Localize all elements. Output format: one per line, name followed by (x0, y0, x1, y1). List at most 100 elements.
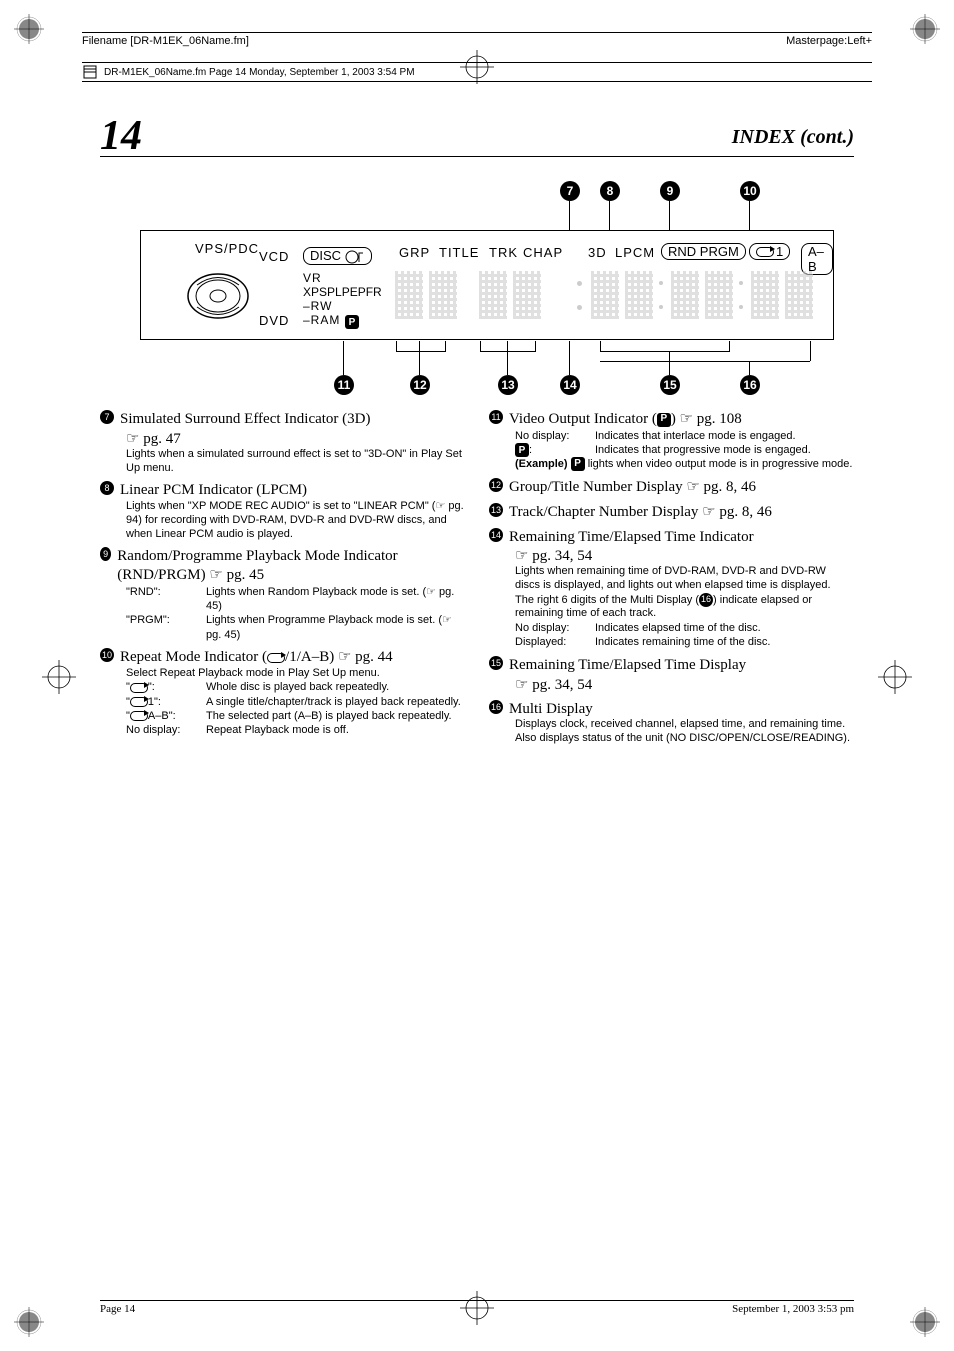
repeat-icon (756, 247, 774, 257)
lcd-title: TITLE (439, 245, 479, 260)
lcd-rndprgm: RND PRGM (661, 243, 746, 260)
display-panel: 7 8 9 10 VPS/PDC VCD DISC GRP TITLE TRK … (100, 175, 854, 405)
lcd-vps: VPS/PDC (195, 241, 259, 256)
body-16a: Displays clock, received channel, elapse… (515, 718, 854, 732)
leader (507, 341, 508, 375)
callout-14: 14 (560, 375, 580, 395)
leader (600, 361, 810, 362)
lcd-vr: VR (303, 271, 322, 285)
ref-15: ☞ pg. 34, 54 (515, 675, 854, 694)
body-14a: Lights when remaining time of DVD-RAM, D… (515, 565, 854, 593)
def: Whole disc is played back repeatedly. (206, 680, 465, 694)
leader (600, 351, 730, 352)
callout-15: 15 (660, 375, 680, 395)
footer-left: Page 14 (100, 1303, 135, 1315)
repeat-icon (130, 697, 148, 707)
title-11: Video Output Indicator (P) ☞ pg. 108 (509, 410, 742, 429)
repeat-icon (130, 711, 148, 721)
term: "A–B": (126, 709, 198, 723)
def: A single title/chapter/track is played b… (206, 695, 465, 709)
repeat-icon (130, 683, 148, 693)
def: Indicates elapsed time of the disc. (595, 621, 854, 635)
left-column: 7 Simulated Surround Effect Indicator (3… (100, 410, 465, 752)
lcd-ram: –RAM (303, 313, 340, 327)
book-icon (82, 63, 100, 81)
item-9: 9 Random/Programme Playback Mode Indicat… (100, 547, 465, 642)
leader (569, 341, 570, 375)
num-14: 14 (489, 528, 503, 542)
leader (535, 341, 536, 351)
num-12: 12 (489, 478, 503, 492)
header-bar: DR-M1EK_06Name.fm Page 14 Monday, Septem… (82, 62, 872, 82)
p-badge-icon: P (515, 443, 529, 457)
leader (396, 351, 446, 352)
repeat-icon (267, 653, 285, 663)
title-10: Repeat Mode Indicator (/1/A–B) ☞ pg. 44 (120, 648, 393, 667)
crop-mark-tr (910, 14, 940, 44)
num-10: 10 (100, 648, 114, 662)
callout-12: 12 (410, 375, 430, 395)
item-10: 10 Repeat Mode Indicator (/1/A–B) ☞ pg. … (100, 648, 465, 738)
term: P: (515, 443, 587, 457)
footer-right: September 1, 2003 3:53 pm (732, 1303, 854, 1315)
num-7: 7 (100, 410, 114, 424)
lcd-repeat1: 1 (749, 243, 790, 260)
deflist-11: No display:Indicates that interlace mode… (515, 429, 854, 458)
right-column: 11 Video Output Indicator (P) ☞ pg. 108 … (489, 410, 854, 752)
lcd-chap: CHAP (523, 245, 563, 260)
callout-13: 13 (498, 375, 518, 395)
callout-10: 10 (740, 181, 760, 201)
leader (396, 341, 397, 351)
deflist-9: "RND":Lights when Random Playback mode i… (126, 585, 465, 642)
item-8: 8 Linear PCM Indicator (LPCM) Lights whe… (100, 481, 465, 541)
num-15: 15 (489, 656, 503, 670)
leader (343, 341, 344, 375)
lcd-lpcm: LPCM (615, 245, 655, 260)
title-15: Remaining Time/Elapsed Time Display (509, 656, 746, 675)
ref-7: ☞ pg. 47 (126, 429, 465, 448)
lcd-p-badge: P (345, 315, 359, 329)
body-14b: The right 6 digits of the Multi Display … (515, 593, 854, 621)
ref-14: ☞ pg. 34, 54 (515, 546, 854, 565)
title-rule (100, 156, 854, 157)
lcd-rw: –RW (303, 299, 332, 313)
lcd-grp: GRP (399, 245, 430, 260)
deflist-14: No display:Indicates elapsed time of the… (515, 621, 854, 650)
deflist-10: "": Whole disc is played back repeatedly.… (126, 680, 465, 737)
leader (600, 341, 601, 351)
leader (480, 341, 481, 351)
callout-7: 7 (560, 181, 580, 201)
def: The selected part (A–B) is played back r… (206, 709, 465, 723)
def: Indicates that interlace mode is engaged… (595, 429, 854, 443)
seg-group-1 (395, 271, 541, 319)
ref-16-icon: 16 (699, 593, 713, 607)
columns: 7 Simulated Surround Effect Indicator (3… (100, 410, 854, 752)
title-9: Random/Programme Playback Mode Indicator… (117, 547, 465, 585)
item-15: 15 Remaining Time/Elapsed Time Display ☞… (489, 656, 854, 694)
item-16: 16 Multi Display Displays clock, receive… (489, 700, 854, 746)
title-14: Remaining Time/Elapsed Time Indicator (509, 528, 754, 547)
def: Indicates remaining time of the disc. (595, 635, 854, 649)
leader (445, 341, 446, 351)
term: No display: (126, 723, 198, 737)
crosshair-left (42, 660, 76, 694)
item-13: 13 Track/Chapter Number Display ☞ pg. 8,… (489, 503, 854, 522)
lcd-3d: 3D (588, 245, 607, 260)
disc-graphic (187, 265, 249, 327)
title-7: Simulated Surround Effect Indicator (3D) (120, 410, 371, 429)
term: "PRGM": (126, 613, 198, 642)
crop-mark-tl (14, 14, 44, 44)
header-bar-text: DR-M1EK_06Name.fm Page 14 Monday, Septem… (104, 67, 415, 78)
def: Lights when Programme Playback mode is s… (206, 613, 465, 642)
callout-8: 8 (600, 181, 620, 201)
num-8: 8 (100, 481, 114, 495)
leader (480, 351, 536, 352)
callout-16: 16 (740, 375, 760, 395)
term: "1": (126, 695, 198, 709)
crosshair-right (878, 660, 912, 694)
masterpage-label: Masterpage:Left+ (786, 35, 872, 47)
item-12: 12 Group/Title Number Display ☞ pg. 8, 4… (489, 478, 854, 497)
term: "": (126, 680, 198, 694)
item-11: 11 Video Output Indicator (P) ☞ pg. 108 … (489, 410, 854, 472)
page-title: INDEX (cont.) (732, 126, 854, 149)
